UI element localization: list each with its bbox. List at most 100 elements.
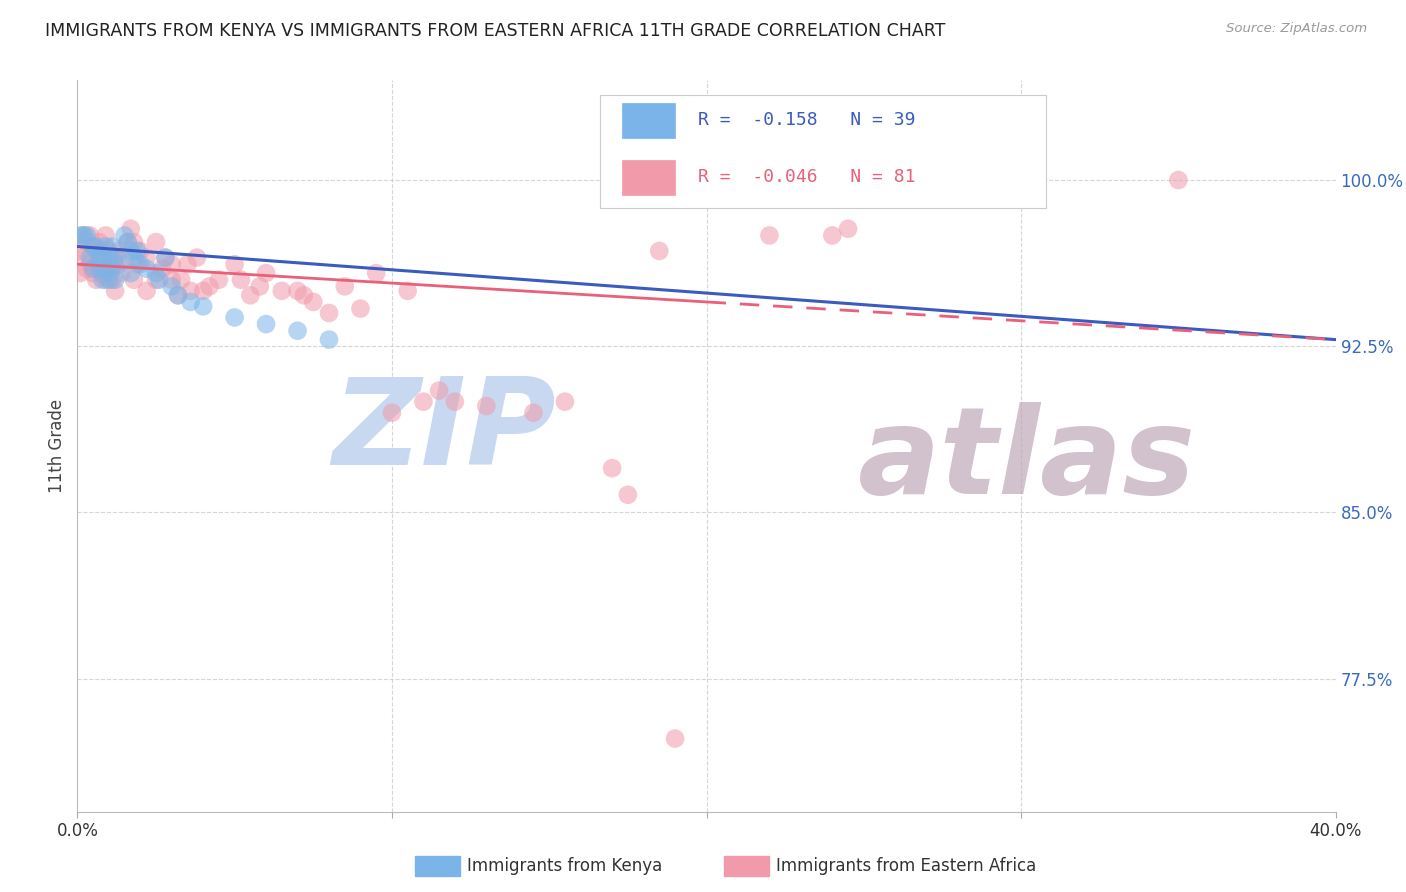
- Point: [229, 273, 252, 287]
- Text: atlas: atlas: [858, 402, 1195, 519]
- Point: [167, 288, 190, 302]
- Point: [145, 273, 167, 287]
- Point: [122, 235, 145, 249]
- Point: [318, 333, 340, 347]
- Point: [91, 251, 114, 265]
- Point: [170, 273, 193, 287]
- Point: [155, 251, 177, 265]
- Point: [366, 266, 388, 280]
- Point: [120, 221, 142, 235]
- Point: [97, 251, 120, 265]
- Point: [82, 261, 104, 276]
- Point: [94, 228, 117, 243]
- Point: [176, 257, 198, 271]
- Point: [84, 273, 107, 287]
- FancyBboxPatch shape: [623, 160, 675, 194]
- Point: [145, 266, 167, 280]
- Point: [302, 294, 325, 309]
- Point: [91, 266, 114, 280]
- Point: [948, 173, 970, 187]
- Point: [91, 273, 114, 287]
- Text: Immigrants from Kenya: Immigrants from Kenya: [467, 857, 662, 875]
- Y-axis label: 11th Grade: 11th Grade: [48, 399, 66, 493]
- Point: [180, 284, 202, 298]
- Point: [89, 251, 111, 265]
- Point: [97, 244, 120, 258]
- Point: [287, 284, 309, 298]
- Point: [224, 257, 246, 271]
- Point: [287, 324, 309, 338]
- Point: [110, 266, 132, 280]
- Point: [122, 273, 145, 287]
- Point: [84, 239, 107, 253]
- Point: [76, 228, 98, 243]
- Point: [104, 257, 127, 271]
- Text: R =  -0.158   N = 39: R = -0.158 N = 39: [697, 112, 915, 129]
- Point: [129, 244, 152, 258]
- Point: [186, 251, 208, 265]
- Point: [249, 279, 271, 293]
- Point: [101, 273, 124, 287]
- Point: [91, 244, 114, 258]
- Point: [145, 235, 167, 249]
- Point: [82, 266, 104, 280]
- Point: [69, 244, 91, 258]
- Point: [122, 251, 145, 265]
- Text: Immigrants from Eastern Africa: Immigrants from Eastern Africa: [776, 857, 1036, 875]
- Point: [475, 399, 498, 413]
- Text: ZIP: ZIP: [332, 373, 555, 490]
- Point: [79, 257, 101, 271]
- Point: [349, 301, 371, 316]
- Point: [160, 257, 183, 271]
- Point: [117, 235, 139, 249]
- Point: [97, 266, 120, 280]
- Point: [191, 299, 215, 313]
- Point: [254, 317, 277, 331]
- FancyBboxPatch shape: [599, 95, 1046, 209]
- Point: [270, 284, 292, 298]
- Point: [76, 235, 98, 249]
- Point: [97, 273, 120, 287]
- Point: [127, 257, 149, 271]
- Point: [120, 266, 142, 280]
- Point: [84, 244, 107, 258]
- Point: [1010, 173, 1032, 187]
- Point: [160, 279, 183, 293]
- Point: [318, 306, 340, 320]
- Point: [198, 279, 221, 293]
- Point: [117, 235, 139, 249]
- Point: [837, 221, 859, 235]
- Point: [148, 273, 170, 287]
- Point: [72, 228, 94, 243]
- Point: [135, 261, 157, 276]
- Point: [107, 244, 129, 258]
- Point: [208, 273, 231, 287]
- Point: [76, 261, 98, 276]
- Point: [522, 406, 544, 420]
- Point: [104, 273, 127, 287]
- Point: [554, 394, 576, 409]
- Point: [82, 239, 104, 253]
- Point: [167, 288, 190, 302]
- Point: [239, 288, 262, 302]
- Point: [664, 731, 686, 746]
- Text: Source: ZipAtlas.com: Source: ZipAtlas.com: [1226, 22, 1367, 36]
- Point: [104, 251, 127, 265]
- Point: [89, 261, 111, 276]
- Point: [254, 266, 277, 280]
- Point: [444, 394, 467, 409]
- Point: [94, 261, 117, 276]
- Point: [89, 257, 111, 271]
- Point: [101, 239, 124, 253]
- Point: [72, 251, 94, 265]
- Point: [120, 244, 142, 258]
- Point: [160, 273, 183, 287]
- Point: [79, 228, 101, 243]
- Point: [224, 310, 246, 325]
- Point: [114, 228, 136, 243]
- Point: [150, 261, 173, 276]
- Point: [135, 284, 157, 298]
- Point: [648, 244, 671, 258]
- Point: [101, 251, 124, 265]
- Point: [135, 251, 157, 265]
